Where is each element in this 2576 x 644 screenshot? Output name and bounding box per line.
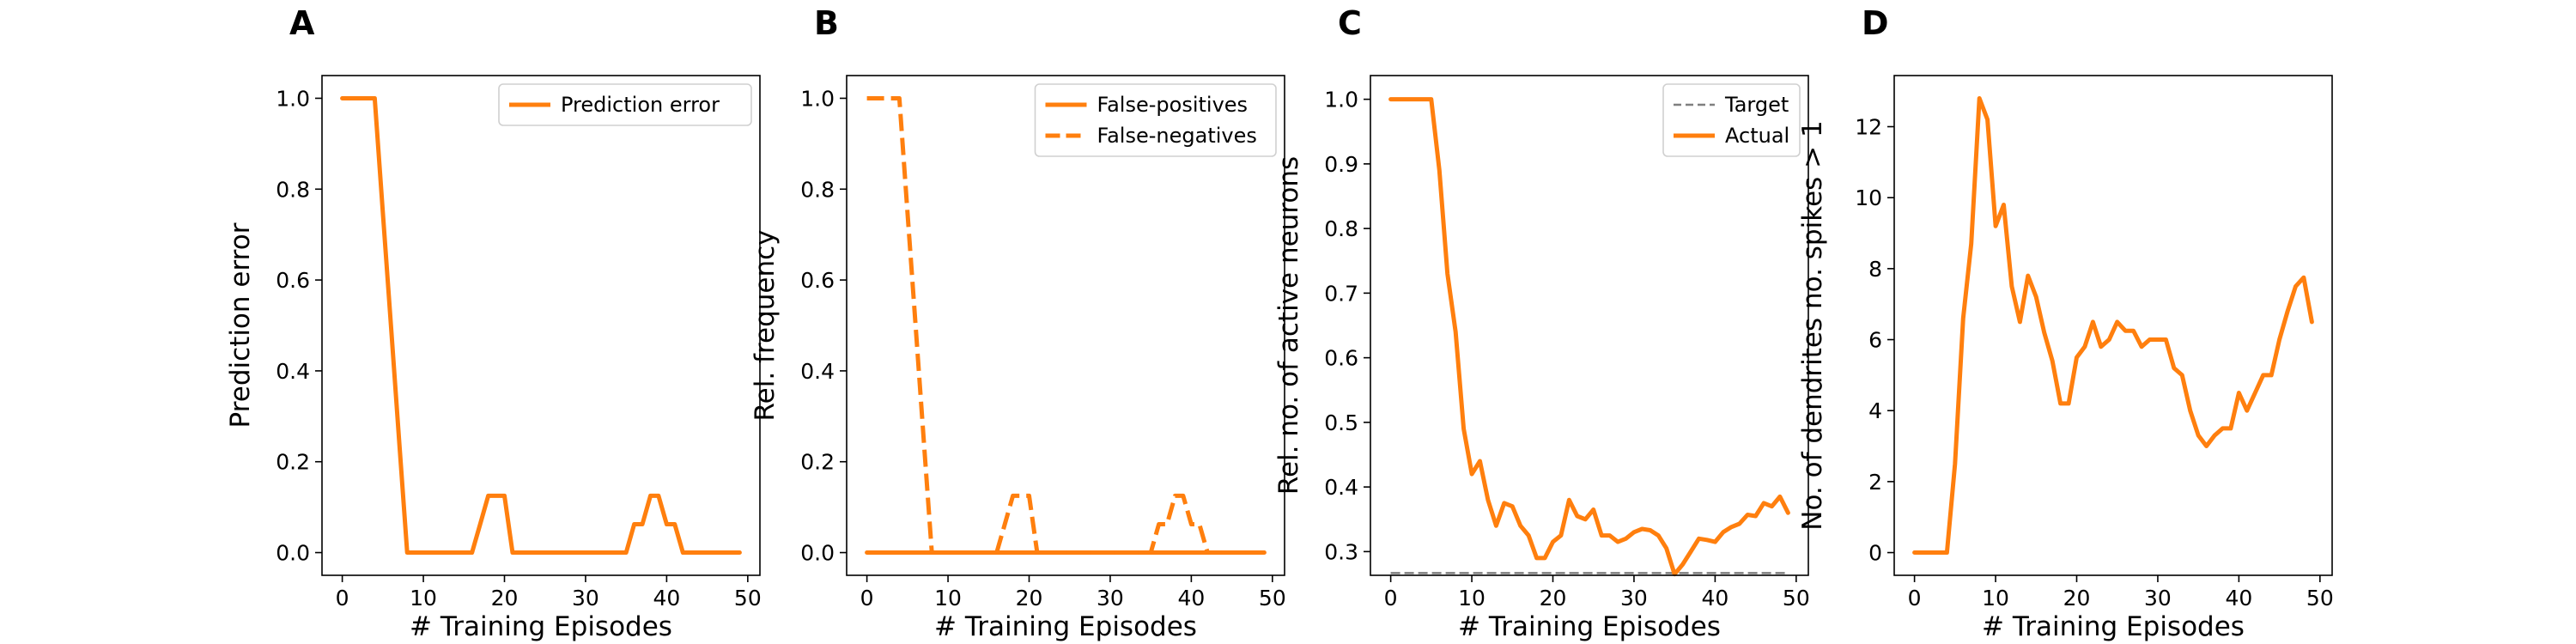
series-line-actual bbox=[1388, 97, 1790, 577]
legend-label: False-negatives bbox=[1097, 124, 1257, 148]
y-axis-label: Rel. frequency bbox=[750, 229, 781, 421]
x-tick-label: 50 bbox=[1259, 586, 1286, 611]
y-tick-label: 0.7 bbox=[1324, 281, 1358, 306]
panel-c: C 0 10 20 30 40 50 0.3 0.4 0.5 0.6 0.7 0.8 0.9 1.0 # Tr… bbox=[1273, 4, 1810, 642]
legend-box bbox=[498, 83, 752, 126]
panel-a: A 0 10 20 30 40 50 0.0 0.2 0.4 0.6 0.8 1.0 # Training… bbox=[225, 4, 762, 642]
y-tick-label: 8 bbox=[1868, 257, 1882, 282]
x-tick-label: 20 bbox=[491, 586, 519, 611]
y-tick-label: 0.4 bbox=[1324, 475, 1358, 500]
x-tick-label: 10 bbox=[410, 586, 437, 611]
plot-frame bbox=[846, 75, 1285, 576]
panel-letter: B bbox=[814, 4, 839, 42]
x-tick-label: 30 bbox=[572, 586, 599, 611]
y-tick-label: 0.0 bbox=[800, 541, 835, 566]
x-tick-label: 30 bbox=[2144, 586, 2172, 611]
y-tick-label: 12 bbox=[1855, 115, 1882, 140]
series-line-0 bbox=[1912, 96, 2314, 555]
y-tick-label: 0.8 bbox=[800, 177, 835, 202]
x-tick-label: 40 bbox=[1701, 586, 1728, 611]
plot-frame bbox=[1370, 75, 1809, 576]
x-tick-label: 0 bbox=[860, 586, 874, 611]
legend: Target Actual bbox=[1662, 83, 1801, 157]
legend: Prediction error bbox=[498, 83, 752, 126]
y-tick-label: 1.0 bbox=[1324, 88, 1358, 112]
y-tick-label: 0.6 bbox=[1324, 346, 1358, 371]
y-axis-label: No. of dendrites no. spikes > 1 bbox=[1797, 120, 1828, 530]
series-line-prediction-error bbox=[340, 96, 742, 555]
y-tick-label: 0.9 bbox=[1324, 152, 1358, 177]
panel-letter: A bbox=[289, 4, 315, 42]
x-axis-label: # Training Episodes bbox=[1458, 611, 1721, 642]
x-tick-label: 40 bbox=[2225, 586, 2252, 611]
y-tick-label: 2 bbox=[1868, 470, 1882, 495]
y-axis-label: Prediction error bbox=[225, 222, 256, 428]
x-tick-label: 20 bbox=[2063, 586, 2091, 611]
legend-label: Prediction error bbox=[561, 93, 720, 117]
legend: False-positives False-negatives bbox=[1034, 83, 1277, 157]
y-axis-label: Rel. no. of active neurons bbox=[1273, 156, 1304, 495]
y-tick-label: 0.0 bbox=[276, 541, 310, 566]
x-tick-label: 40 bbox=[1177, 586, 1205, 611]
x-tick-label: 0 bbox=[336, 586, 349, 611]
legend-box bbox=[1662, 83, 1801, 157]
x-tick-label: 20 bbox=[1540, 586, 1567, 611]
plot-frame bbox=[1893, 75, 2333, 576]
y-tick-label: 0.5 bbox=[1324, 410, 1358, 435]
y-tick-label: 0.4 bbox=[276, 359, 310, 384]
x-tick-label: 40 bbox=[653, 586, 680, 611]
panel-d: D 0 10 20 30 40 50 0 2 4 6 8 10 12 # Training Episodes… bbox=[1797, 4, 2334, 642]
x-tick-label: 50 bbox=[1783, 586, 1810, 611]
legend-label: Target bbox=[1724, 93, 1789, 117]
x-axis-label: # Training Episodes bbox=[1982, 611, 2245, 642]
x-tick-label: 50 bbox=[734, 586, 762, 611]
y-tick-label: 1.0 bbox=[800, 86, 835, 111]
y-tick-label: 0.4 bbox=[800, 359, 835, 384]
legend-label: Actual bbox=[1725, 124, 1789, 148]
y-tick-label: 0.2 bbox=[276, 450, 310, 475]
x-tick-label: 0 bbox=[1908, 586, 1922, 611]
y-tick-label: 6 bbox=[1868, 328, 1882, 353]
y-tick-label: 0.2 bbox=[800, 450, 835, 475]
x-tick-label: 20 bbox=[1016, 586, 1043, 611]
panel-letter: C bbox=[1338, 4, 1362, 42]
x-axis-label: # Training Episodes bbox=[410, 611, 672, 642]
x-tick-label: 50 bbox=[2306, 586, 2334, 611]
y-tick-label: 0 bbox=[1868, 541, 1882, 566]
y-tick-label: 4 bbox=[1868, 398, 1882, 423]
x-axis-label: # Training Episodes bbox=[934, 611, 1197, 642]
panel-b: B 0 10 20 30 40 50 0.0 0.2 0.4 0.6 0.8 1.0 # Training… bbox=[750, 4, 1286, 642]
legend-box bbox=[1034, 83, 1277, 157]
legend-label: False-positives bbox=[1097, 93, 1249, 117]
panel-letter: D bbox=[1862, 4, 1889, 42]
y-tick-label: 0.6 bbox=[800, 268, 835, 293]
y-tick-label: 10 bbox=[1855, 185, 1882, 210]
y-tick-label: 0.8 bbox=[1324, 216, 1358, 241]
y-tick-label: 0.8 bbox=[276, 177, 310, 202]
x-tick-label: 10 bbox=[1458, 586, 1485, 611]
plot-frame bbox=[321, 75, 761, 576]
x-tick-label: 30 bbox=[1097, 586, 1124, 611]
x-tick-label: 10 bbox=[1982, 586, 2009, 611]
y-tick-label: 1.0 bbox=[276, 86, 310, 111]
y-tick-label: 0.3 bbox=[1324, 539, 1358, 564]
x-tick-label: 10 bbox=[934, 586, 962, 611]
series-line-false-negatives bbox=[866, 96, 1265, 555]
x-tick-label: 0 bbox=[1384, 586, 1398, 611]
y-tick-label: 0.6 bbox=[276, 268, 310, 293]
x-tick-label: 30 bbox=[1620, 586, 1648, 611]
